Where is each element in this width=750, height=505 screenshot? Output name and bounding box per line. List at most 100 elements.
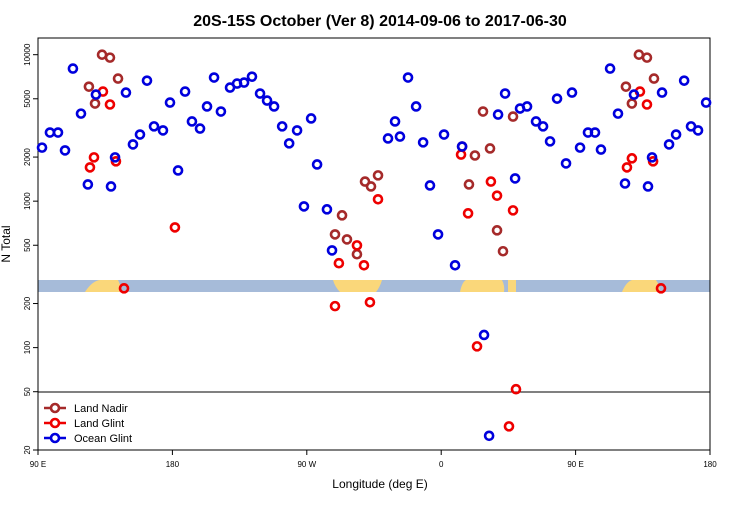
- point: [620, 81, 632, 92]
- point: [589, 127, 601, 138]
- point: [648, 73, 660, 84]
- point: [438, 129, 450, 140]
- point: [341, 234, 353, 245]
- point: [186, 116, 198, 127]
- y-tick-label: 10000: [23, 43, 32, 66]
- point: [194, 123, 206, 134]
- legend: Land Nadir Land Glint Ocean Glint: [44, 402, 132, 445]
- point: [311, 159, 323, 170]
- y-tick-label: 20: [23, 445, 32, 454]
- point: [521, 101, 533, 112]
- point: [655, 283, 667, 294]
- point: [104, 52, 116, 63]
- point: [492, 109, 504, 120]
- point: [402, 72, 414, 83]
- point: [148, 121, 160, 132]
- point: [172, 165, 184, 176]
- point: [510, 383, 522, 395]
- y-tick-label: 1000: [23, 192, 32, 210]
- point: [642, 181, 654, 192]
- point: [621, 162, 633, 173]
- point: [291, 125, 303, 136]
- point: [208, 72, 220, 83]
- point: [104, 99, 116, 110]
- point: [329, 229, 341, 240]
- point: [321, 204, 333, 215]
- point: [127, 139, 139, 150]
- point: [268, 101, 280, 112]
- point: [201, 101, 213, 112]
- point: [141, 75, 153, 86]
- point: [276, 121, 288, 132]
- y-tick-label: 100: [23, 340, 32, 354]
- point: [424, 180, 436, 191]
- x-tick-label: 90 W: [297, 460, 316, 469]
- point: [394, 131, 406, 142]
- point: [484, 143, 496, 154]
- point: [537, 121, 549, 132]
- point: [626, 153, 638, 164]
- point: [497, 245, 509, 257]
- point: [491, 190, 503, 201]
- point: [628, 89, 640, 100]
- point: [551, 93, 563, 104]
- point: [389, 116, 401, 127]
- point: [298, 201, 310, 212]
- point: [678, 75, 690, 86]
- point: [700, 97, 712, 108]
- point: [595, 144, 607, 155]
- series: [36, 63, 712, 442]
- chart-title: 20S-15S October (Ver 8) 2014-09-06 to 20…: [193, 13, 567, 30]
- point: [333, 257, 345, 269]
- land-patch: [460, 280, 505, 292]
- point: [471, 341, 483, 352]
- point: [469, 150, 481, 161]
- point: [382, 133, 394, 144]
- point: [560, 158, 572, 169]
- point: [417, 137, 429, 148]
- point: [326, 245, 338, 256]
- legend-label: Land Nadir: [74, 403, 128, 415]
- x-tick-label: 180: [703, 460, 717, 469]
- point: [215, 106, 227, 117]
- point: [566, 87, 578, 98]
- point: [305, 113, 317, 124]
- point: [59, 145, 71, 156]
- point: [52, 127, 64, 138]
- point: [663, 139, 675, 150]
- point: [478, 329, 490, 341]
- land-patch: [333, 280, 382, 292]
- legend-label: Ocean Glint: [74, 433, 132, 445]
- point: [641, 99, 653, 110]
- point: [75, 108, 87, 119]
- point: [670, 129, 682, 140]
- point: [509, 173, 521, 184]
- point: [410, 101, 422, 112]
- point: [82, 179, 94, 190]
- point: [612, 108, 624, 119]
- point: [574, 142, 586, 153]
- surface-strip: [38, 280, 710, 292]
- x-tick-label: 0: [439, 460, 444, 469]
- point: [283, 138, 295, 149]
- point: [83, 81, 95, 92]
- point: [36, 142, 48, 153]
- point: [336, 210, 348, 221]
- y-axis-label: N Total: [0, 225, 13, 262]
- point: [477, 106, 489, 117]
- point: [365, 181, 377, 192]
- point: [118, 283, 130, 294]
- plot-frame: [37, 37, 711, 451]
- land-patch: [622, 280, 660, 292]
- point: [134, 129, 146, 140]
- point: [246, 71, 258, 82]
- point: [604, 63, 616, 74]
- legend-marker: [49, 432, 61, 444]
- x-tick-label: 180: [166, 460, 180, 469]
- point: [463, 179, 475, 190]
- point: [449, 259, 461, 271]
- point: [364, 296, 376, 308]
- y-tick-label: 2000: [23, 148, 32, 166]
- x-tick-label: 90 E: [30, 460, 46, 469]
